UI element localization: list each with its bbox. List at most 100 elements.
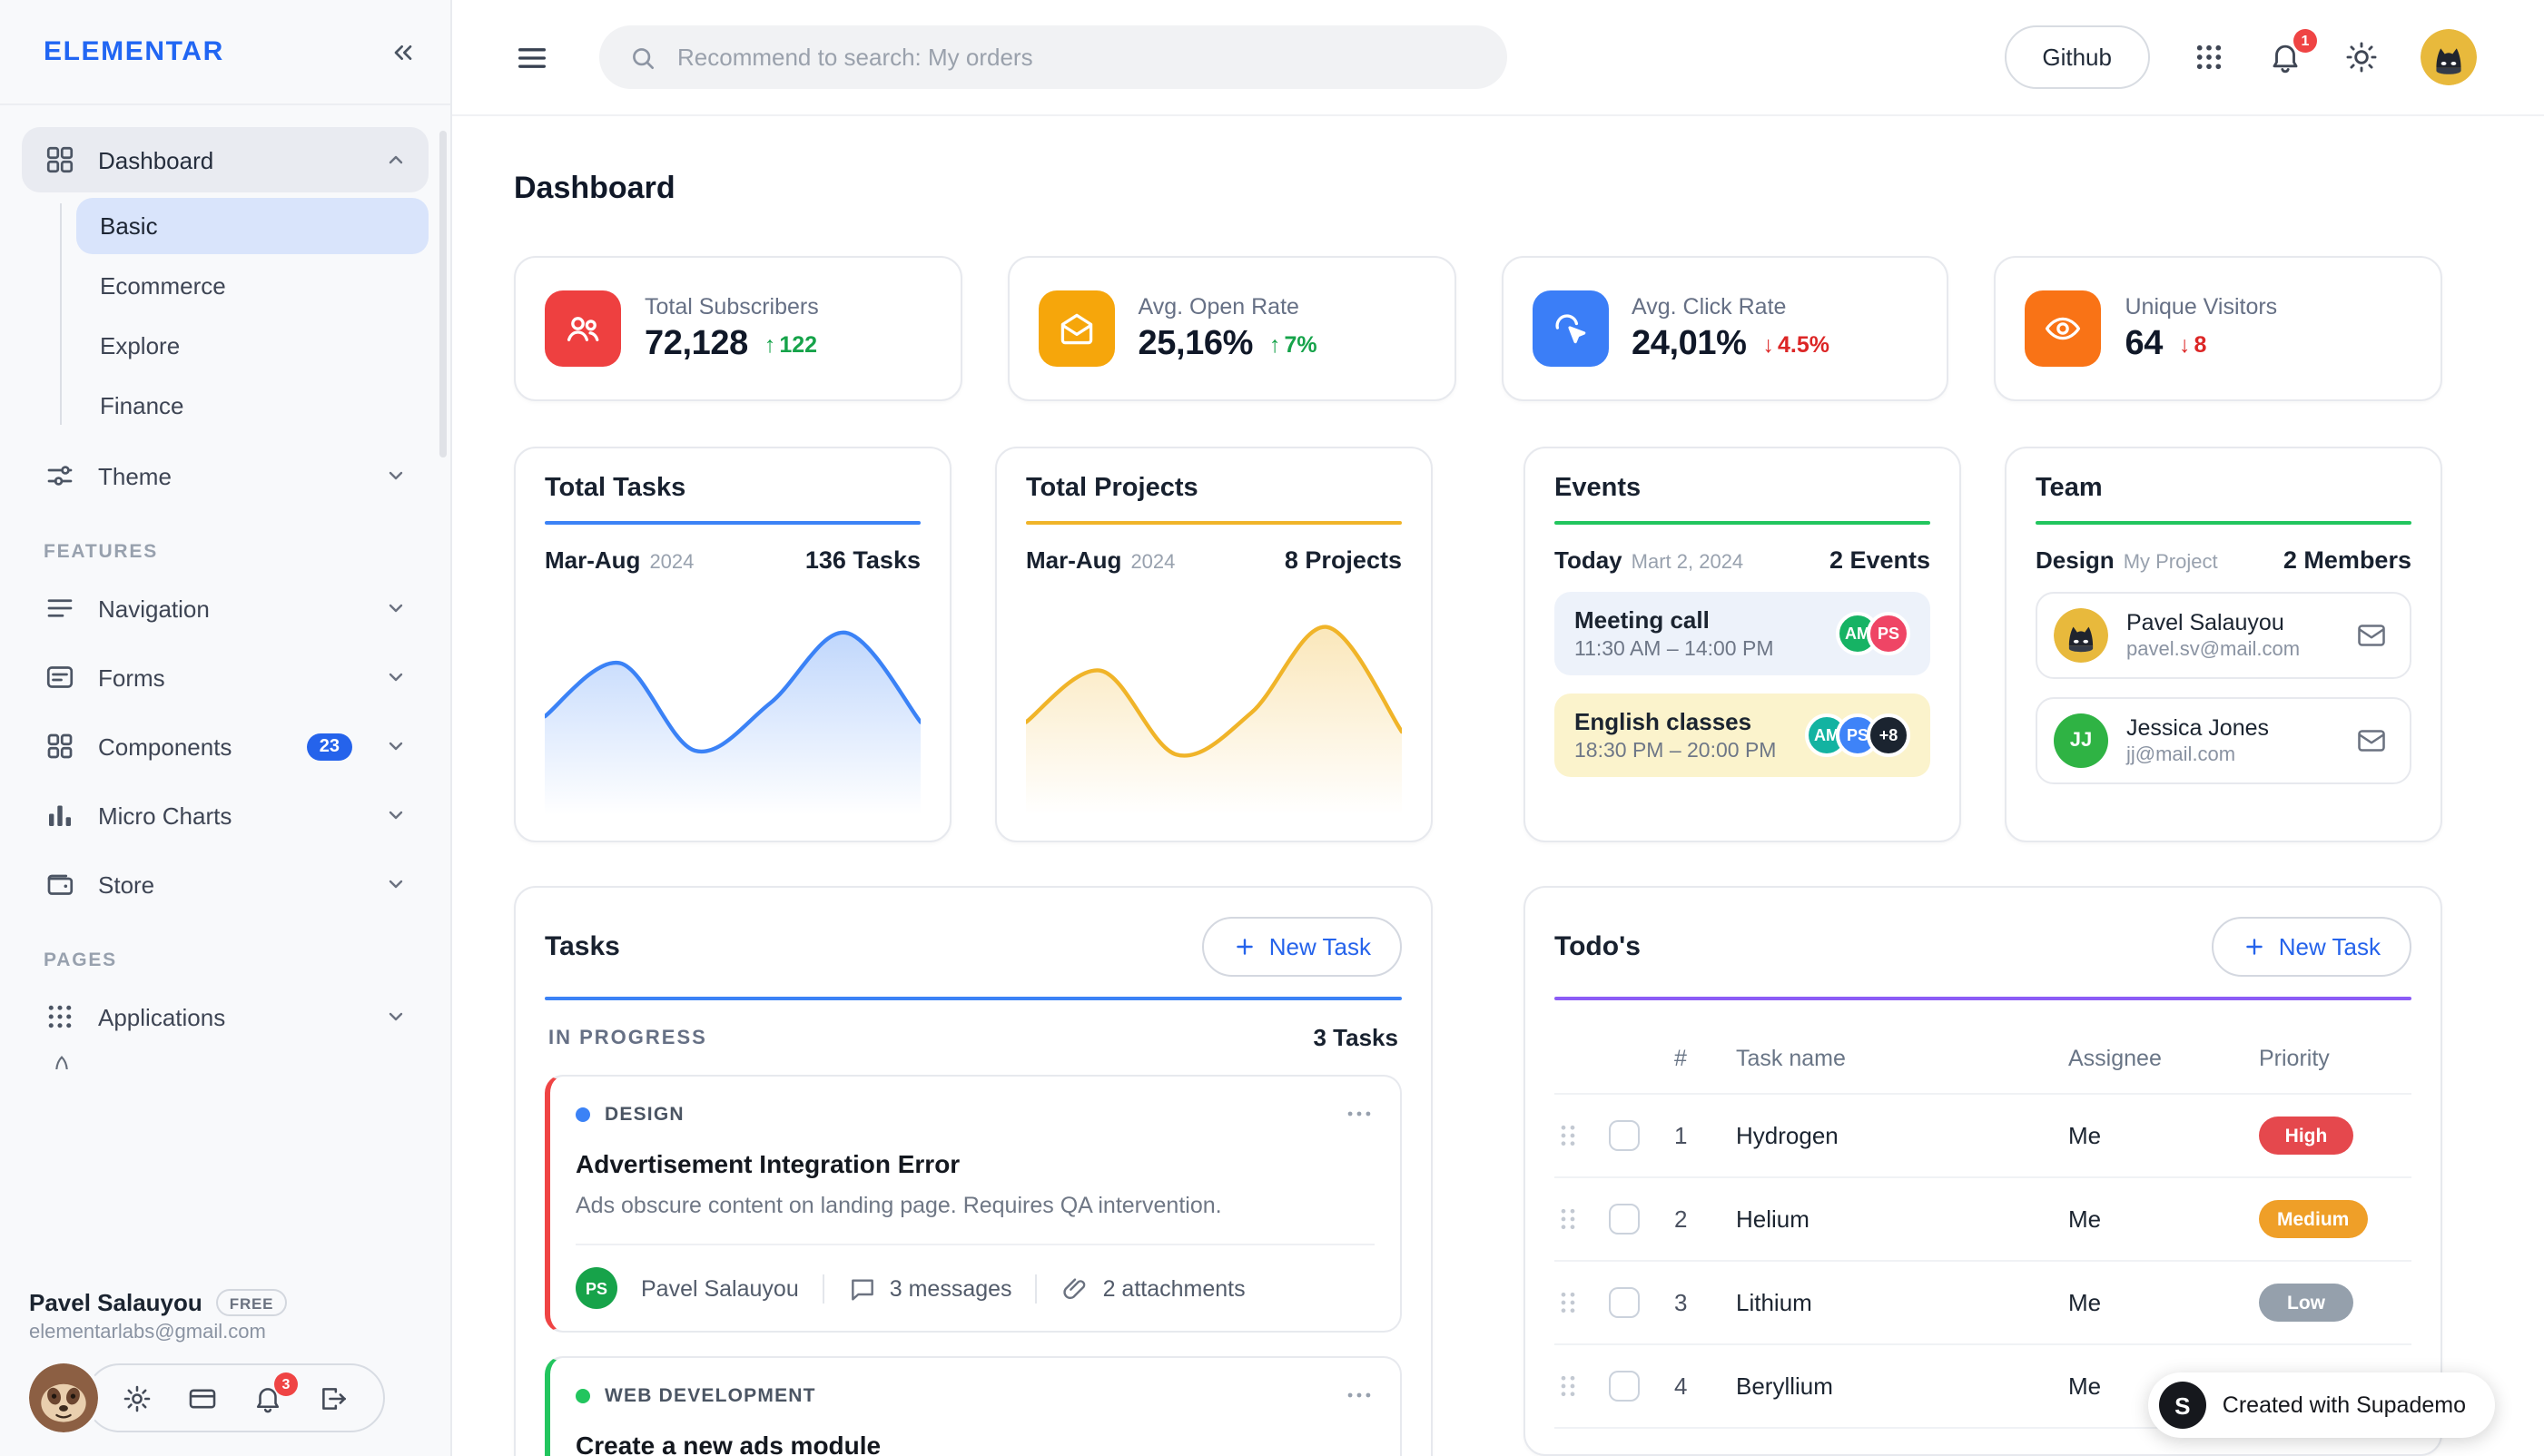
- sun-icon[interactable]: [2344, 40, 2379, 74]
- task-title: Create a new ads module: [576, 1431, 882, 1456]
- todo-assignee: Me: [2068, 1289, 2102, 1316]
- drag-handle-icon[interactable]: [1554, 1372, 1582, 1400]
- ellipsis-icon[interactable]: [1344, 1098, 1375, 1129]
- stat-delta: ↓ 4.5%: [1762, 331, 1830, 357]
- bell-icon[interactable]: 1: [2268, 29, 2317, 74]
- panel-title: Todo's: [1554, 930, 1641, 961]
- event-row[interactable]: English classes 18:30 PM – 20:00 PM AM P…: [1554, 694, 1930, 777]
- stat-value: 72,128: [645, 324, 748, 362]
- events-summary: 2 Events: [1829, 546, 1930, 574]
- stat-title: Avg. Click Rate: [1632, 293, 1787, 319]
- tasks-panel: Tasks New Task IN PROGRESS 3 Tasks: [514, 886, 1433, 1456]
- sidebar-item-store[interactable]: Store: [22, 851, 429, 917]
- events-card: Events Today Mart 2, 2024 2 Events Meetin…: [1523, 447, 1961, 842]
- apps-grid-icon[interactable]: [2192, 40, 2226, 74]
- task-card[interactable]: WEB DEVELOPMENT Create a new ads module: [545, 1356, 1402, 1456]
- supademo-badge[interactable]: S Created with Supademo: [2147, 1372, 2495, 1438]
- divider: [1035, 1274, 1038, 1304]
- github-button[interactable]: Github: [2004, 25, 2150, 89]
- task-group-count: 3 Tasks: [1313, 1024, 1399, 1051]
- todo-checkbox[interactable]: [1609, 1287, 1640, 1318]
- member-email: pavel.sv@mail.com: [2126, 639, 2301, 661]
- events-subtitle: Today Mart 2, 2024: [1554, 546, 1744, 574]
- todo-checkbox[interactable]: [1609, 1204, 1640, 1235]
- messages-count[interactable]: 3 messages: [848, 1274, 1012, 1303]
- drag-handle-icon[interactable]: [1554, 1122, 1582, 1149]
- plus-icon: [2243, 934, 2266, 958]
- hamburger-menu-icon[interactable]: [514, 39, 550, 75]
- sidebar-item-components[interactable]: Components 23: [22, 713, 429, 779]
- todo-assignee: Me: [2068, 1205, 2102, 1233]
- todo-assignee: Me: [2068, 1372, 2102, 1400]
- card-title: Total Projects: [1026, 474, 1198, 503]
- card-title: Total Tasks: [545, 474, 686, 503]
- sidebar-item-label: Forms: [98, 664, 165, 691]
- sidebar-subitem-ecommerce[interactable]: Ecommerce: [100, 272, 226, 300]
- stat-card-click-rate: Avg. Click Rate 24,01% ↓ 4.5%: [1501, 256, 1949, 401]
- drag-handle-icon[interactable]: [1554, 1289, 1582, 1316]
- stat-card-subscribers: Total Subscribers 72,128 ↑ 122: [514, 256, 962, 401]
- envelope-icon[interactable]: [2355, 619, 2388, 652]
- member-avatar-initials: JJ: [2054, 713, 2108, 768]
- sidebar-section-pages: PAGES: [44, 949, 117, 971]
- sidebar-item-navigation[interactable]: Navigation: [22, 576, 429, 641]
- sidebar-item-applications[interactable]: Applications: [22, 984, 429, 1049]
- ellipsis-icon[interactable]: [1344, 1380, 1375, 1411]
- divider: [576, 1244, 1375, 1246]
- todo-checkbox[interactable]: [1609, 1371, 1640, 1402]
- app-logo: ELEMENTAR: [44, 36, 224, 67]
- sidebar-subitem-basic[interactable]: Basic: [76, 198, 429, 254]
- sidebar-item-label: Applications: [98, 1003, 226, 1030]
- sidebar-item-micro-charts[interactable]: Micro Charts: [22, 782, 429, 848]
- sidebar-item-theme[interactable]: Theme: [22, 443, 429, 508]
- sidebar-item-dashboard[interactable]: Dashboard: [22, 127, 429, 192]
- card-title: Team: [2036, 474, 2103, 503]
- search-box[interactable]: [599, 25, 1507, 89]
- bell-icon[interactable]: 3: [252, 1372, 298, 1413]
- task-card[interactable]: DESIGN Advertisement Integration Error A…: [545, 1075, 1402, 1333]
- stat-delta: ↑ 122: [764, 331, 818, 357]
- todo-task-name: Helium: [1736, 1205, 1809, 1233]
- sidebar-item-label: Navigation: [98, 595, 210, 622]
- sidebar-subitem-finance[interactable]: Finance: [100, 392, 184, 419]
- sidebar-subitem-explore[interactable]: Explore: [100, 332, 181, 359]
- new-task-button[interactable]: New Task: [2211, 916, 2411, 976]
- event-row[interactable]: Meeting call 11:30 AM – 14:00 PM AM PS: [1554, 592, 1930, 675]
- trend-arrow: ↑: [1269, 331, 1281, 357]
- sidebar-item-forms[interactable]: Forms: [22, 644, 429, 710]
- drag-handle-icon[interactable]: [1554, 1205, 1582, 1233]
- chevron-down-icon: [385, 804, 407, 826]
- components-count-badge: 23: [306, 733, 352, 760]
- stat-card-open-rate: Avg. Open Rate 25,16% ↑ 7%: [1007, 256, 1455, 401]
- team-member-row[interactable]: JJ Jessica Jones jj@mail.com: [2036, 697, 2411, 784]
- team-member-row[interactable]: Pavel Salauyou pavel.sv@mail.com: [2036, 592, 2411, 679]
- supademo-text: Created with Supademo: [2222, 1392, 2466, 1418]
- accent-line: [1554, 521, 1930, 525]
- credit-card-icon[interactable]: [187, 1382, 218, 1413]
- attachments-count[interactable]: 2 attachments: [1061, 1274, 1246, 1303]
- gear-icon[interactable]: [122, 1382, 153, 1413]
- search-input[interactable]: [677, 44, 1478, 71]
- stat-value: 25,16%: [1138, 324, 1254, 362]
- sidebar-collapse-icon[interactable]: [389, 37, 418, 66]
- todo-table-header: # Task name Assignee Priority: [1554, 1022, 2411, 1095]
- stat-card-unique-visitors: Unique Visitors 64 ↓ 8: [1994, 256, 2442, 401]
- stat-title: Total Subscribers: [645, 293, 819, 319]
- sloth-avatar[interactable]: [29, 1363, 98, 1432]
- todo-assignee: Me: [2068, 1122, 2102, 1149]
- user-avatar-batman[interactable]: [2421, 29, 2477, 85]
- column-header-name: Task name: [1736, 1045, 1846, 1070]
- team-summary: 2 Members: [2283, 546, 2411, 574]
- trend-arrow: ↓: [2178, 331, 2191, 357]
- envelope-icon[interactable]: [2355, 724, 2388, 757]
- chevron-down-icon: [385, 666, 407, 688]
- new-task-button[interactable]: New Task: [1201, 916, 1402, 976]
- logout-icon[interactable]: [318, 1382, 349, 1413]
- todo-checkbox[interactable]: [1609, 1120, 1640, 1151]
- card-title: Events: [1554, 474, 1642, 503]
- stats-row: Total Subscribers 72,128 ↑ 122: [514, 256, 2442, 401]
- topbar-notifications-badge: 1: [2293, 29, 2317, 53]
- sidebar-scrollbar[interactable]: [439, 131, 447, 457]
- paperclip-icon: [1061, 1274, 1090, 1303]
- stat-delta: ↓ 8: [2178, 331, 2207, 357]
